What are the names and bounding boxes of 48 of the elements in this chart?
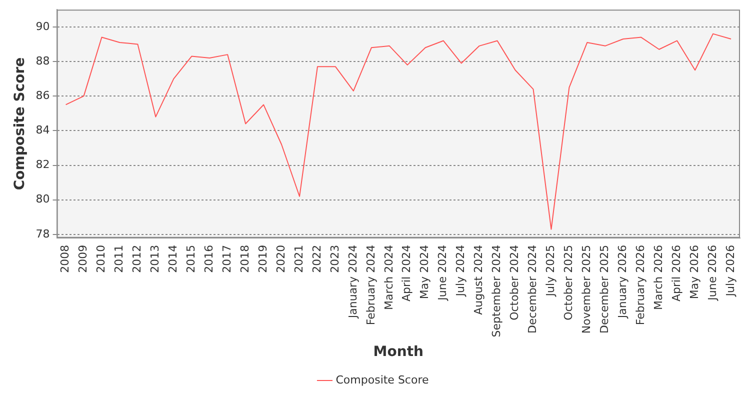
x-tick-label: 2016 <box>202 244 216 273</box>
x-tick-label: 2023 <box>328 244 342 273</box>
y-tick-label: 82 <box>36 158 50 172</box>
x-tick-label: 2013 <box>148 244 162 273</box>
x-axis-title: Month <box>373 344 424 360</box>
x-tick-label: December 2024 <box>526 244 540 334</box>
x-tick-label: 2008 <box>58 244 72 273</box>
x-tick-label: June 2026 <box>706 244 719 302</box>
x-tick-label: 2021 <box>292 244 306 273</box>
legend-label: Composite Score <box>336 373 429 386</box>
x-tick-label: 2010 <box>94 244 108 273</box>
x-tick-label: October 2024 <box>508 244 522 320</box>
x-tick-label: March 2024 <box>382 244 396 310</box>
x-tick-label: October 2025 <box>562 244 576 320</box>
x-tick-label: May 2024 <box>418 244 432 300</box>
x-tick-label: July 2026 <box>724 244 737 298</box>
x-tick-label: 2011 <box>112 244 126 273</box>
x-tick-label: January 2026 <box>616 244 629 320</box>
x-tick-label: November 2025 <box>580 244 594 334</box>
x-tick-label: 2018 <box>238 244 252 273</box>
x-tick-label: April 2024 <box>400 244 414 302</box>
y-tick-label: 84 <box>36 124 50 137</box>
x-tick-label: September 2024 <box>490 244 504 338</box>
y-tick-label: 86 <box>36 88 50 102</box>
x-tick-label: 2012 <box>130 244 144 273</box>
x-tick-label: June 2024 <box>436 244 450 302</box>
x-tick-label: July 2024 <box>454 244 468 298</box>
y-tick-label: 78 <box>36 227 50 240</box>
y-tick-label: 80 <box>36 192 50 206</box>
x-tick-label: 2020 <box>274 244 288 273</box>
x-tick-label: July 2025 <box>544 244 558 298</box>
x-tick-label: 2017 <box>220 244 234 273</box>
x-tick-label: April 2026 <box>670 244 683 302</box>
x-tick-label: February 2024 <box>364 244 378 326</box>
x-tick-label: 2019 <box>256 244 270 273</box>
x-tick-label: 2015 <box>184 244 198 273</box>
x-tick-label: February 2026 <box>634 244 647 326</box>
x-tick-label: August 2024 <box>472 244 486 315</box>
x-tick-label: 2009 <box>76 244 90 273</box>
x-tick-label: 2014 <box>166 244 180 273</box>
x-tick-label: 2022 <box>310 244 324 273</box>
x-tick-label: January 2024 <box>346 244 360 320</box>
x-tick-label: May 2026 <box>688 244 701 300</box>
y-axis-title: Composite Score <box>12 57 28 190</box>
x-tick-label: December 2025 <box>598 244 612 334</box>
y-tick-label: 88 <box>36 54 50 68</box>
x-tick-label: March 2026 <box>652 244 665 310</box>
y-tick-label: 90 <box>36 20 50 33</box>
